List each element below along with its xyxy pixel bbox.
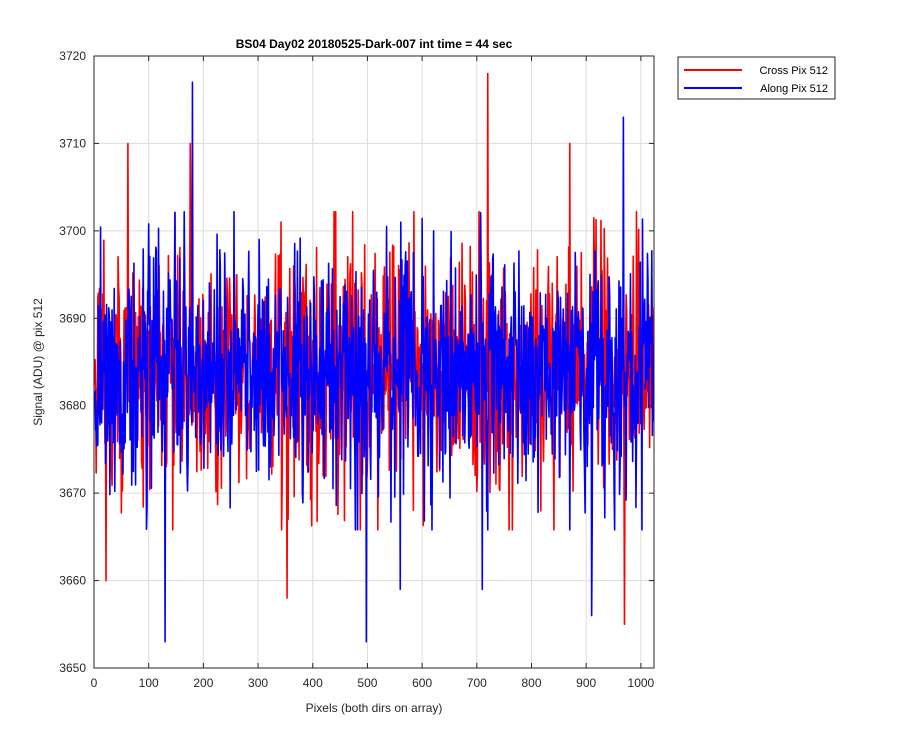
y-tick-label: 3710	[59, 136, 86, 150]
legend: Cross Pix 512 Along Pix 512	[677, 56, 836, 100]
x-tick-label: 400	[303, 676, 323, 690]
legend-box	[677, 56, 836, 100]
series-layer	[94, 72, 654, 643]
legend-label-along: Along Pix 512	[760, 83, 828, 95]
y-tick-label: 3670	[59, 486, 86, 500]
y-tick-label: 3720	[59, 49, 86, 63]
series-line-along-pix-512	[94, 81, 654, 643]
plot-frame	[93, 55, 655, 669]
y-axis-ticks: 3650 3660 3670 3680 3690 3700 3710 3720	[59, 49, 654, 675]
x-tick-label: 800	[521, 676, 541, 690]
x-tick-label: 100	[139, 676, 159, 690]
x-tick-label: 200	[193, 676, 213, 690]
legend-label-cross: Cross Pix 512	[760, 65, 828, 77]
x-tick-label: 600	[412, 676, 432, 690]
x-axis-label: Pixels (both dirs on array)	[306, 701, 443, 715]
y-tick-label: 3700	[59, 224, 86, 238]
x-tick-label: 900	[576, 676, 596, 690]
y-tick-label: 3650	[59, 661, 86, 675]
x-tick-label: 700	[467, 676, 487, 690]
y-axis-label: Signal (ADU) @ pix 512	[31, 298, 45, 426]
y-tick-label: 3660	[59, 574, 86, 588]
x-tick-label: 500	[357, 676, 377, 690]
chart-title: BS04 Day02 20180525-Dark-007 int time = …	[236, 37, 513, 51]
x-tick-label: 0	[91, 676, 98, 690]
x-tick-label: 300	[248, 676, 268, 690]
y-tick-label: 3680	[59, 399, 86, 413]
x-axis-ticks: 0 100 200 300 400 500 600 700 800 900 1000	[91, 56, 655, 690]
x-tick-label: 1000	[628, 676, 655, 690]
y-tick-label: 3690	[59, 311, 86, 325]
